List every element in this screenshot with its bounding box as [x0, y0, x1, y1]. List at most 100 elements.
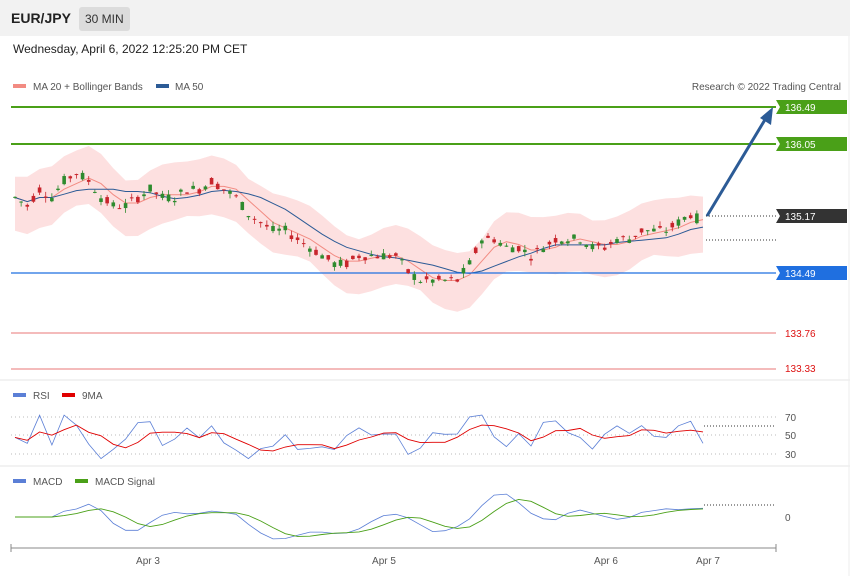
candle-body — [516, 246, 521, 252]
candle-body — [529, 258, 533, 261]
candle-body — [234, 195, 238, 197]
candle-body — [498, 242, 503, 246]
legend-label-macd-signal: MACD Signal — [95, 477, 155, 488]
candle-body — [566, 241, 570, 244]
candle-body — [461, 267, 466, 274]
candle-body — [172, 200, 177, 203]
level-tag-135-17 — [776, 209, 847, 223]
candle-body — [652, 228, 656, 232]
candle-body — [602, 247, 607, 250]
candle-body — [258, 222, 263, 224]
candle-body — [136, 196, 140, 203]
x-tick-apr3: Apr 3 — [136, 556, 160, 567]
candle-body — [547, 241, 552, 245]
candle-body — [105, 197, 109, 204]
candle-body — [228, 190, 232, 194]
timeframe-badge[interactable]: 30 MIN — [79, 7, 130, 31]
candle-body — [609, 241, 613, 244]
candle-body — [357, 255, 361, 259]
candle-body — [209, 177, 214, 185]
x-axis: Apr 3 Apr 5 Apr 6 Apr 7 — [10, 544, 777, 567]
forecast-arrow — [705, 107, 773, 217]
level-label-135-17: 135.17 — [785, 212, 816, 223]
rsi-panel: RSI 9MA 70 50 30 — [11, 391, 797, 461]
candle-body — [504, 245, 509, 247]
currency-pair-title: EUR/JPY — [11, 10, 71, 26]
macd-panel: MACD MACD Signal 0 — [13, 477, 791, 540]
candle-body — [203, 186, 208, 190]
level-label-133-33: 133.33 — [785, 364, 816, 375]
legend-label-9ma: 9MA — [82, 391, 103, 402]
candlesticks — [13, 170, 699, 287]
candle-body — [523, 249, 527, 253]
candle-body — [344, 260, 349, 268]
candle-body — [590, 244, 595, 250]
candle-body — [375, 256, 380, 259]
candle-body — [166, 194, 171, 202]
legend-label-rsi: RSI — [33, 391, 50, 402]
candle-body — [283, 225, 288, 231]
main-legend: MA 20 + Bollinger Bands MA 50 — [13, 82, 204, 93]
candle-body — [185, 192, 189, 194]
candle-body — [31, 195, 36, 202]
level-tag-134-49 — [776, 266, 847, 280]
candle-body — [222, 189, 226, 191]
candle-body — [553, 238, 558, 243]
rsi-line — [14, 414, 704, 460]
candle-body — [99, 198, 103, 202]
candle-body — [142, 194, 146, 197]
chart-datetime: Wednesday, April 6, 2022 12:25:20 PM CET — [13, 42, 248, 56]
candle-body — [191, 185, 195, 189]
level-label-136-49: 136.49 — [785, 103, 816, 114]
candle-body — [68, 176, 73, 179]
ma50-line — [14, 188, 704, 274]
level-label-133-76: 133.76 — [785, 329, 816, 340]
candle-body — [246, 216, 251, 218]
candle-body — [314, 249, 318, 255]
candle-body — [74, 174, 79, 176]
candle-body — [572, 234, 576, 239]
legend-label-macd: MACD — [33, 477, 62, 488]
candle-body — [332, 262, 337, 268]
candle-body — [351, 255, 355, 260]
candle-body — [400, 259, 404, 261]
chart-header: EUR/JPY 30 MIN — [0, 0, 850, 36]
candle-body — [682, 216, 687, 220]
candle-body — [240, 201, 245, 210]
candle-body — [271, 226, 275, 232]
candle-body — [633, 235, 638, 237]
rsi-9ma-line — [14, 424, 704, 452]
candle-body — [559, 241, 564, 244]
candle-body — [265, 224, 269, 227]
x-tick-apr7: Apr 7 — [696, 556, 720, 567]
forecast-arrow-shaft — [705, 117, 768, 217]
candle-body — [443, 279, 447, 281]
candle-body — [596, 243, 601, 246]
level-tag-136-49 — [776, 100, 847, 114]
candle-body — [627, 239, 632, 243]
candle-body — [492, 239, 496, 243]
candle-body — [289, 235, 294, 240]
candle-body — [455, 279, 460, 282]
candle-body — [645, 230, 650, 232]
candle-body — [62, 176, 66, 185]
candle-body — [25, 204, 30, 207]
legend-swatch-macd-signal — [75, 479, 88, 483]
candle-body — [437, 275, 441, 280]
candle-body — [615, 239, 619, 243]
legend-swatch-ma20 — [13, 84, 26, 88]
candle-body — [326, 255, 331, 260]
candle-body — [510, 247, 515, 253]
rsi-tick-70: 70 — [785, 413, 797, 424]
macd-tick-0: 0 — [785, 513, 791, 524]
x-tick-apr6: Apr 6 — [594, 556, 618, 567]
candle-body — [473, 247, 478, 253]
macd-line — [15, 493, 704, 540]
candle-body — [406, 269, 410, 274]
candle-body — [449, 277, 453, 279]
legend-swatch-rsi — [13, 393, 26, 397]
candle-body — [688, 215, 693, 219]
level-tag-136-05 — [776, 137, 847, 151]
price-levels: 136.49 136.05 135.17 134.49 133.76 133.3… — [11, 100, 847, 375]
